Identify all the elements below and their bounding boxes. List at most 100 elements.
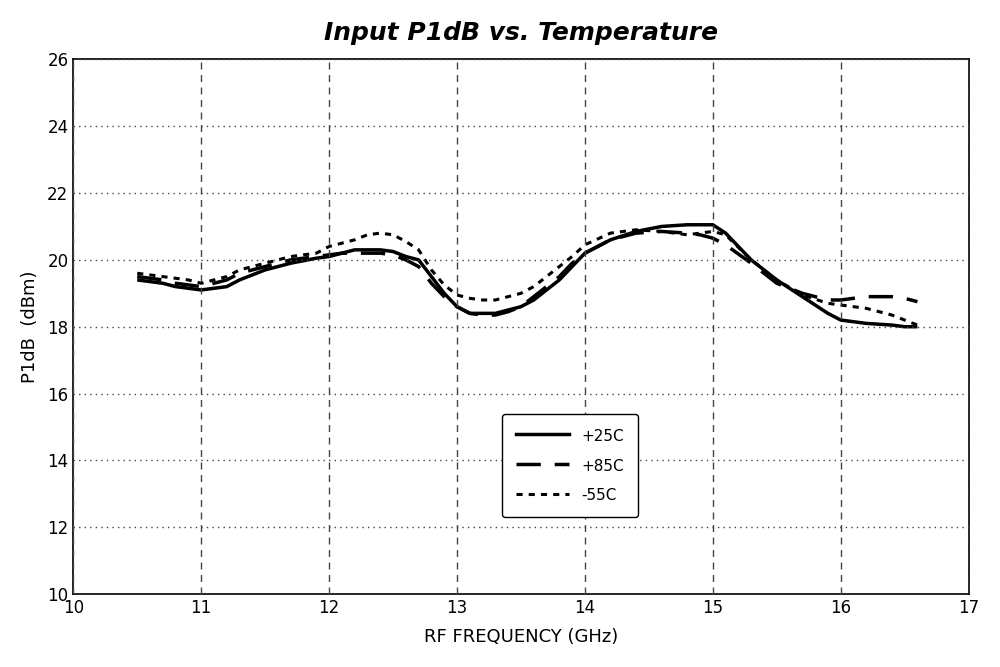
+25C: [720, 229, 732, 237]
+85C: [387, 251, 399, 259]
+85C: [745, 259, 757, 267]
-55C: [144, 271, 156, 279]
-55C: [310, 249, 322, 257]
+85C: [541, 283, 553, 291]
+85C: [528, 293, 540, 301]
-55C: [681, 231, 693, 239]
Line: +85C: +85C: [137, 231, 917, 315]
+25C: [835, 316, 847, 324]
+25C: [604, 236, 616, 244]
+25C: [566, 263, 578, 271]
+25C: [489, 309, 501, 317]
+25C: [451, 303, 463, 311]
Y-axis label: P1dB  (dBm): P1dB (dBm): [21, 271, 39, 383]
-55C: [413, 246, 425, 254]
+25C: [131, 276, 143, 284]
+25C: [285, 259, 297, 267]
X-axis label: RF FREQUENCY (GHz): RF FREQUENCY (GHz): [424, 628, 618, 646]
+25C: [477, 309, 489, 317]
+25C: [374, 246, 386, 254]
+25C: [413, 256, 425, 264]
+25C: [361, 246, 373, 254]
+85C: [860, 293, 872, 301]
-55C: [170, 274, 182, 282]
+25C: [221, 283, 233, 291]
Legend: +25C, +85C, -55C: +25C, +85C, -55C: [502, 414, 638, 517]
-55C: [349, 236, 361, 244]
-55C: [515, 289, 527, 297]
+85C: [234, 269, 246, 277]
+25C: [182, 284, 194, 292]
-55C: [464, 294, 476, 302]
-55C: [911, 321, 923, 329]
-55C: [528, 283, 540, 291]
+85C: [694, 231, 706, 239]
+25C: [234, 276, 246, 284]
+25C: [745, 256, 757, 264]
+85C: [464, 309, 476, 317]
-55C: [157, 273, 169, 281]
+85C: [835, 296, 847, 304]
+25C: [911, 323, 923, 331]
+85C: [566, 259, 578, 267]
+25C: [502, 306, 514, 314]
+25C: [336, 249, 348, 257]
+25C: [579, 249, 591, 257]
+85C: [182, 281, 194, 289]
-55C: [438, 281, 450, 289]
+85C: [579, 249, 591, 257]
+85C: [720, 241, 732, 249]
+85C: [131, 273, 143, 281]
+25C: [822, 309, 834, 317]
+85C: [502, 307, 514, 315]
+25C: [425, 273, 437, 281]
+85C: [630, 229, 642, 237]
+85C: [310, 253, 322, 261]
-55C: [822, 299, 834, 307]
-55C: [477, 296, 489, 304]
+25C: [796, 293, 808, 301]
+25C: [681, 221, 693, 229]
Line: -55C: -55C: [137, 230, 917, 325]
+25C: [208, 284, 220, 292]
+25C: [387, 247, 399, 255]
-55C: [234, 266, 246, 274]
+25C: [464, 309, 476, 317]
+25C: [886, 321, 898, 329]
-55C: [131, 269, 143, 277]
+85C: [336, 249, 348, 257]
-55C: [374, 229, 386, 237]
+25C: [860, 319, 872, 327]
-55C: [489, 296, 501, 304]
+85C: [323, 251, 335, 259]
+25C: [323, 253, 335, 261]
-55C: [707, 227, 719, 235]
-55C: [604, 229, 616, 237]
-55C: [323, 243, 335, 251]
+25C: [259, 266, 271, 274]
+85C: [707, 234, 719, 242]
+85C: [656, 227, 668, 235]
-55C: [860, 304, 872, 312]
-55C: [630, 226, 642, 234]
+85C: [413, 263, 425, 271]
-55C: [425, 266, 437, 274]
+25C: [553, 276, 565, 284]
+85C: [489, 311, 501, 319]
+85C: [515, 303, 527, 311]
+85C: [400, 256, 412, 264]
-55C: [182, 276, 194, 284]
+85C: [822, 296, 834, 304]
+85C: [144, 274, 156, 282]
+25C: [656, 222, 668, 230]
Title: Input P1dB vs. Temperature: Input P1dB vs. Temperature: [324, 21, 718, 45]
+85C: [438, 293, 450, 301]
+85C: [361, 249, 373, 257]
+85C: [425, 279, 437, 287]
-55C: [566, 253, 578, 261]
Line: +25C: +25C: [137, 225, 917, 327]
-55C: [541, 273, 553, 281]
+25C: [630, 227, 642, 235]
+85C: [259, 263, 271, 271]
+85C: [451, 303, 463, 311]
